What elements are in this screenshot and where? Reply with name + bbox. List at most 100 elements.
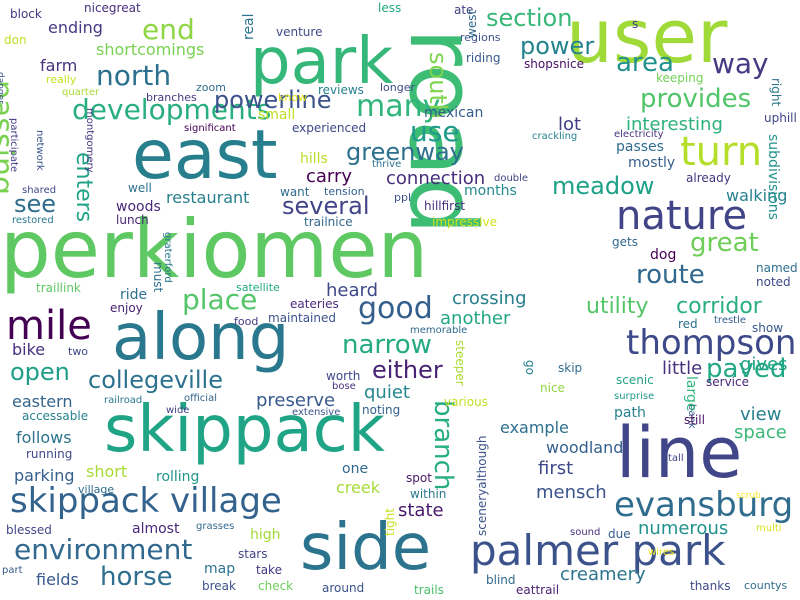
word: map [204, 561, 236, 577]
word: check [258, 579, 294, 593]
word: ppl [394, 191, 412, 204]
word: preserve [256, 390, 336, 411]
word: participate [8, 118, 19, 173]
word: parking [14, 466, 75, 485]
word: shortcomings [96, 40, 205, 59]
word: still [684, 413, 705, 427]
word: path [614, 405, 646, 421]
word: power [520, 32, 595, 60]
word: place [182, 283, 258, 316]
word: use [410, 115, 460, 148]
word: tension [324, 185, 365, 198]
word: view [740, 404, 782, 425]
word: see [14, 190, 57, 218]
word: railroad [104, 395, 143, 406]
word: side [300, 511, 432, 585]
word: skip [558, 361, 583, 375]
word: one [342, 461, 369, 477]
word: network [34, 130, 45, 171]
word: first [538, 458, 574, 479]
word: right [769, 78, 783, 107]
word: hillfirst [424, 199, 466, 213]
word: walking [726, 186, 788, 205]
word: user [566, 0, 728, 80]
word: end [142, 13, 195, 46]
word: mostly [628, 155, 676, 171]
word: greenway [346, 138, 464, 166]
word: route [636, 260, 705, 290]
word: example [500, 418, 569, 437]
word: large [683, 376, 699, 412]
word: longer [380, 81, 416, 94]
word: wide [166, 405, 190, 416]
word: creek [336, 478, 380, 497]
word: want [280, 185, 310, 199]
word: many [356, 89, 441, 124]
word: great [690, 228, 759, 258]
word: branches [146, 91, 197, 104]
word: several [282, 192, 370, 220]
word: small [258, 107, 296, 123]
word: passes [616, 139, 664, 155]
word: lot [558, 114, 582, 135]
word: numerous [638, 518, 729, 539]
word: around [322, 581, 365, 595]
word: horse [100, 562, 173, 592]
word: sound [570, 527, 601, 538]
word: official [184, 393, 217, 404]
word: mexican [424, 105, 484, 121]
word: collegeville [88, 366, 223, 394]
word: evansburg [614, 485, 794, 525]
word: environment [14, 533, 193, 566]
word: restaurant [166, 188, 250, 207]
word: blind [486, 573, 516, 587]
word: stars [238, 547, 268, 561]
word: lunch [116, 213, 149, 227]
word: space [734, 422, 787, 443]
word: east [132, 116, 278, 195]
word: s [632, 17, 639, 31]
word: zoom [196, 81, 226, 94]
word: real [241, 13, 257, 40]
word: corridor [676, 294, 762, 319]
word: paved [706, 354, 787, 384]
word: bike [12, 340, 46, 359]
word: dog [650, 247, 677, 263]
word: reviews [318, 83, 364, 97]
word: trails [414, 583, 444, 597]
word: steeper [453, 340, 467, 386]
word: subdivisions [765, 134, 781, 220]
word: tight [383, 508, 397, 536]
word: go [523, 360, 537, 375]
word: break [202, 579, 236, 593]
word: danger [0, 72, 5, 104]
word: graterford [162, 232, 173, 283]
word: quiet [364, 382, 410, 403]
word: heard [326, 280, 379, 301]
word: less [378, 1, 402, 15]
word: narrow [342, 330, 432, 360]
word: gives [740, 354, 788, 375]
word: good [358, 291, 433, 326]
word: noted [756, 275, 791, 289]
word: montgomery [84, 108, 95, 173]
word: thanks [690, 579, 731, 593]
word: ate [454, 3, 474, 17]
word: eateries [290, 297, 339, 311]
word: memorable [410, 325, 468, 336]
word: wires [648, 547, 675, 558]
word: way [712, 47, 769, 80]
word: eastern [12, 392, 73, 411]
word: utility [586, 294, 649, 319]
word: little [662, 358, 703, 379]
word: already [686, 171, 731, 185]
word: regions [460, 31, 501, 44]
word: significant [184, 123, 236, 134]
word: quarter [62, 87, 100, 98]
word: provides [640, 84, 752, 114]
word: state [398, 500, 444, 521]
word: really [46, 73, 77, 86]
word: village [78, 483, 115, 496]
word: woods [116, 199, 161, 215]
